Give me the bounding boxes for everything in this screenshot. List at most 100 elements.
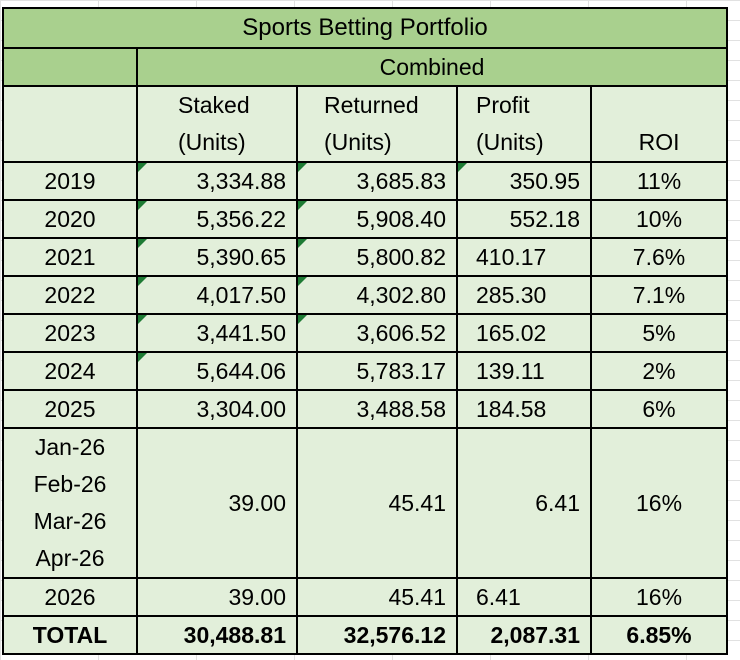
roi-header[interactable]: ROI <box>589 85 729 163</box>
title-row: Sports Betting Portfolio <box>1 7 729 49</box>
returned-value: 5,800.82 <box>356 243 446 270</box>
error-indicator-icon[interactable] <box>139 240 147 248</box>
profit-cell[interactable]: 410.17 <box>456 237 592 277</box>
table-row: 2022 4,017.50 4,302.80 285.30 7.1% <box>2 275 729 315</box>
error-indicator-icon[interactable] <box>139 278 147 286</box>
staked-header[interactable]: Staked (Units) <box>136 85 298 163</box>
returned-header[interactable]: Returned (Units) <box>296 85 458 163</box>
roi-cell[interactable]: 16% <box>589 577 729 617</box>
subheader-row: Combined <box>2 47 729 87</box>
year-cell[interactable]: 2019 <box>2 161 138 201</box>
combined-header[interactable]: Combined <box>135 47 729 87</box>
profit-cell[interactable]: 139.11 <box>456 351 592 391</box>
table-row: 2020 5,356.22 5,908.40 552.18 10% <box>2 199 729 239</box>
staked-cell[interactable]: 3,304.00 <box>136 389 298 429</box>
roi-cell[interactable]: 16% <box>589 427 729 579</box>
staked-header-line1: Staked <box>178 92 250 118</box>
ytd-row: 2026 39.00 45.41 6.41 16% <box>2 577 729 617</box>
total-label[interactable]: TOTAL <box>2 615 138 655</box>
error-indicator-icon[interactable] <box>139 354 147 362</box>
error-indicator-icon[interactable] <box>139 202 147 210</box>
profit-header-line1: Profit <box>476 92 530 118</box>
profit-value: 350.95 <box>509 167 580 194</box>
year-cell[interactable]: 2023 <box>2 313 138 353</box>
error-indicator-icon[interactable] <box>299 278 307 286</box>
profit-cell[interactable]: 552.18 <box>456 199 592 239</box>
year-cell[interactable]: 2024 <box>2 351 138 391</box>
returned-value: 3,685.83 <box>356 167 446 194</box>
staked-cell[interactable]: 39.00 <box>136 427 298 579</box>
month-label: Feb-26 <box>33 471 107 497</box>
profit-header[interactable]: Profit (Units) <box>456 85 592 163</box>
returned-cell[interactable]: 45.41 <box>296 427 458 579</box>
year-cell[interactable]: 2026 <box>2 577 138 617</box>
staked-value: 5,356.22 <box>196 205 286 232</box>
staked-cell[interactable]: 3,441.50 <box>136 313 298 353</box>
months-cell[interactable]: Jan-26 Feb-26 Mar-26 Apr-26 <box>2 427 138 579</box>
year-cell[interactable]: 2022 <box>2 275 138 315</box>
error-indicator-icon[interactable] <box>139 316 147 324</box>
staked-value: 4,017.50 <box>196 281 286 308</box>
staked-cell[interactable]: 5,356.22 <box>136 199 298 239</box>
total-returned[interactable]: 32,576.12 <box>296 615 458 655</box>
error-indicator-icon[interactable] <box>299 316 307 324</box>
profit-cell[interactable]: 184.58 <box>456 389 592 429</box>
year-header-cell[interactable] <box>2 85 138 163</box>
corner-cell[interactable] <box>2 47 138 87</box>
portfolio-title[interactable]: Sports Betting Portfolio <box>1 7 729 49</box>
staked-value: 3,334.88 <box>196 167 286 194</box>
roi-cell[interactable]: 11% <box>589 161 729 201</box>
profit-cell[interactable]: 165.02 <box>456 313 592 353</box>
returned-cell[interactable]: 5,783.17 <box>296 351 458 391</box>
table-row: 2019 3,334.88 3,685.83 350.95 11% <box>2 161 729 201</box>
profit-cell[interactable]: 285.30 <box>456 275 592 315</box>
roi-header-label: ROI <box>638 129 680 155</box>
staked-value: 5,644.06 <box>196 357 286 384</box>
table-row: 2025 3,304.00 3,488.58 184.58 6% <box>2 389 729 429</box>
total-roi[interactable]: 6.85% <box>589 615 729 655</box>
returned-header-line2: (Units) <box>324 129 392 155</box>
roi-cell[interactable]: 2% <box>589 351 729 391</box>
error-indicator-icon[interactable] <box>299 202 307 210</box>
returned-cell[interactable]: 5,800.82 <box>296 237 458 277</box>
returned-header-line1: Returned <box>324 92 419 118</box>
month-label: Mar-26 <box>33 508 107 534</box>
returned-value: 4,302.80 <box>356 281 446 308</box>
roi-cell[interactable]: 7.1% <box>589 275 729 315</box>
staked-cell[interactable]: 5,644.06 <box>136 351 298 391</box>
staked-header-line2: (Units) <box>178 129 246 155</box>
profit-cell[interactable]: 6.41 <box>456 427 592 579</box>
returned-cell[interactable]: 3,606.52 <box>296 313 458 353</box>
roi-cell[interactable]: 6% <box>589 389 729 429</box>
table-row: 2024 5,644.06 5,783.17 139.11 2% <box>2 351 729 391</box>
year-cell[interactable]: 2021 <box>2 237 138 277</box>
roi-cell[interactable]: 10% <box>589 199 729 239</box>
profit-cell[interactable]: 350.95 <box>456 161 592 201</box>
returned-cell[interactable]: 3,488.58 <box>296 389 458 429</box>
staked-cell[interactable]: 4,017.50 <box>136 275 298 315</box>
error-indicator-icon[interactable] <box>299 240 307 248</box>
staked-cell[interactable]: 5,390.65 <box>136 237 298 277</box>
roi-cell[interactable]: 7.6% <box>589 237 729 277</box>
error-indicator-icon[interactable] <box>299 164 307 172</box>
error-indicator-icon[interactable] <box>459 164 467 172</box>
staked-cell[interactable]: 3,334.88 <box>136 161 298 201</box>
returned-cell[interactable]: 5,908.40 <box>296 199 458 239</box>
returned-cell[interactable]: 3,685.83 <box>296 161 458 201</box>
total-staked[interactable]: 30,488.81 <box>136 615 298 655</box>
monthly-row: Jan-26 Feb-26 Mar-26 Apr-26 39.00 45.41 … <box>2 427 729 579</box>
profit-cell[interactable]: 6.41 <box>456 577 592 617</box>
total-profit[interactable]: 2,087.31 <box>456 615 592 655</box>
year-cell[interactable]: 2020 <box>2 199 138 239</box>
portfolio-table: Sports Betting Portfolio Combined Staked… <box>1 7 729 655</box>
staked-value: 5,390.65 <box>196 243 286 270</box>
table-row: 2023 3,441.50 3,606.52 165.02 5% <box>2 313 729 353</box>
staked-cell[interactable]: 39.00 <box>136 577 298 617</box>
error-indicator-icon[interactable] <box>139 164 147 172</box>
year-cell[interactable]: 2025 <box>2 389 138 429</box>
roi-cell[interactable]: 5% <box>589 313 729 353</box>
returned-value: 5,908.40 <box>356 205 446 232</box>
returned-cell[interactable]: 45.41 <box>296 577 458 617</box>
returned-value: 3,606.52 <box>356 319 446 346</box>
returned-cell[interactable]: 4,302.80 <box>296 275 458 315</box>
